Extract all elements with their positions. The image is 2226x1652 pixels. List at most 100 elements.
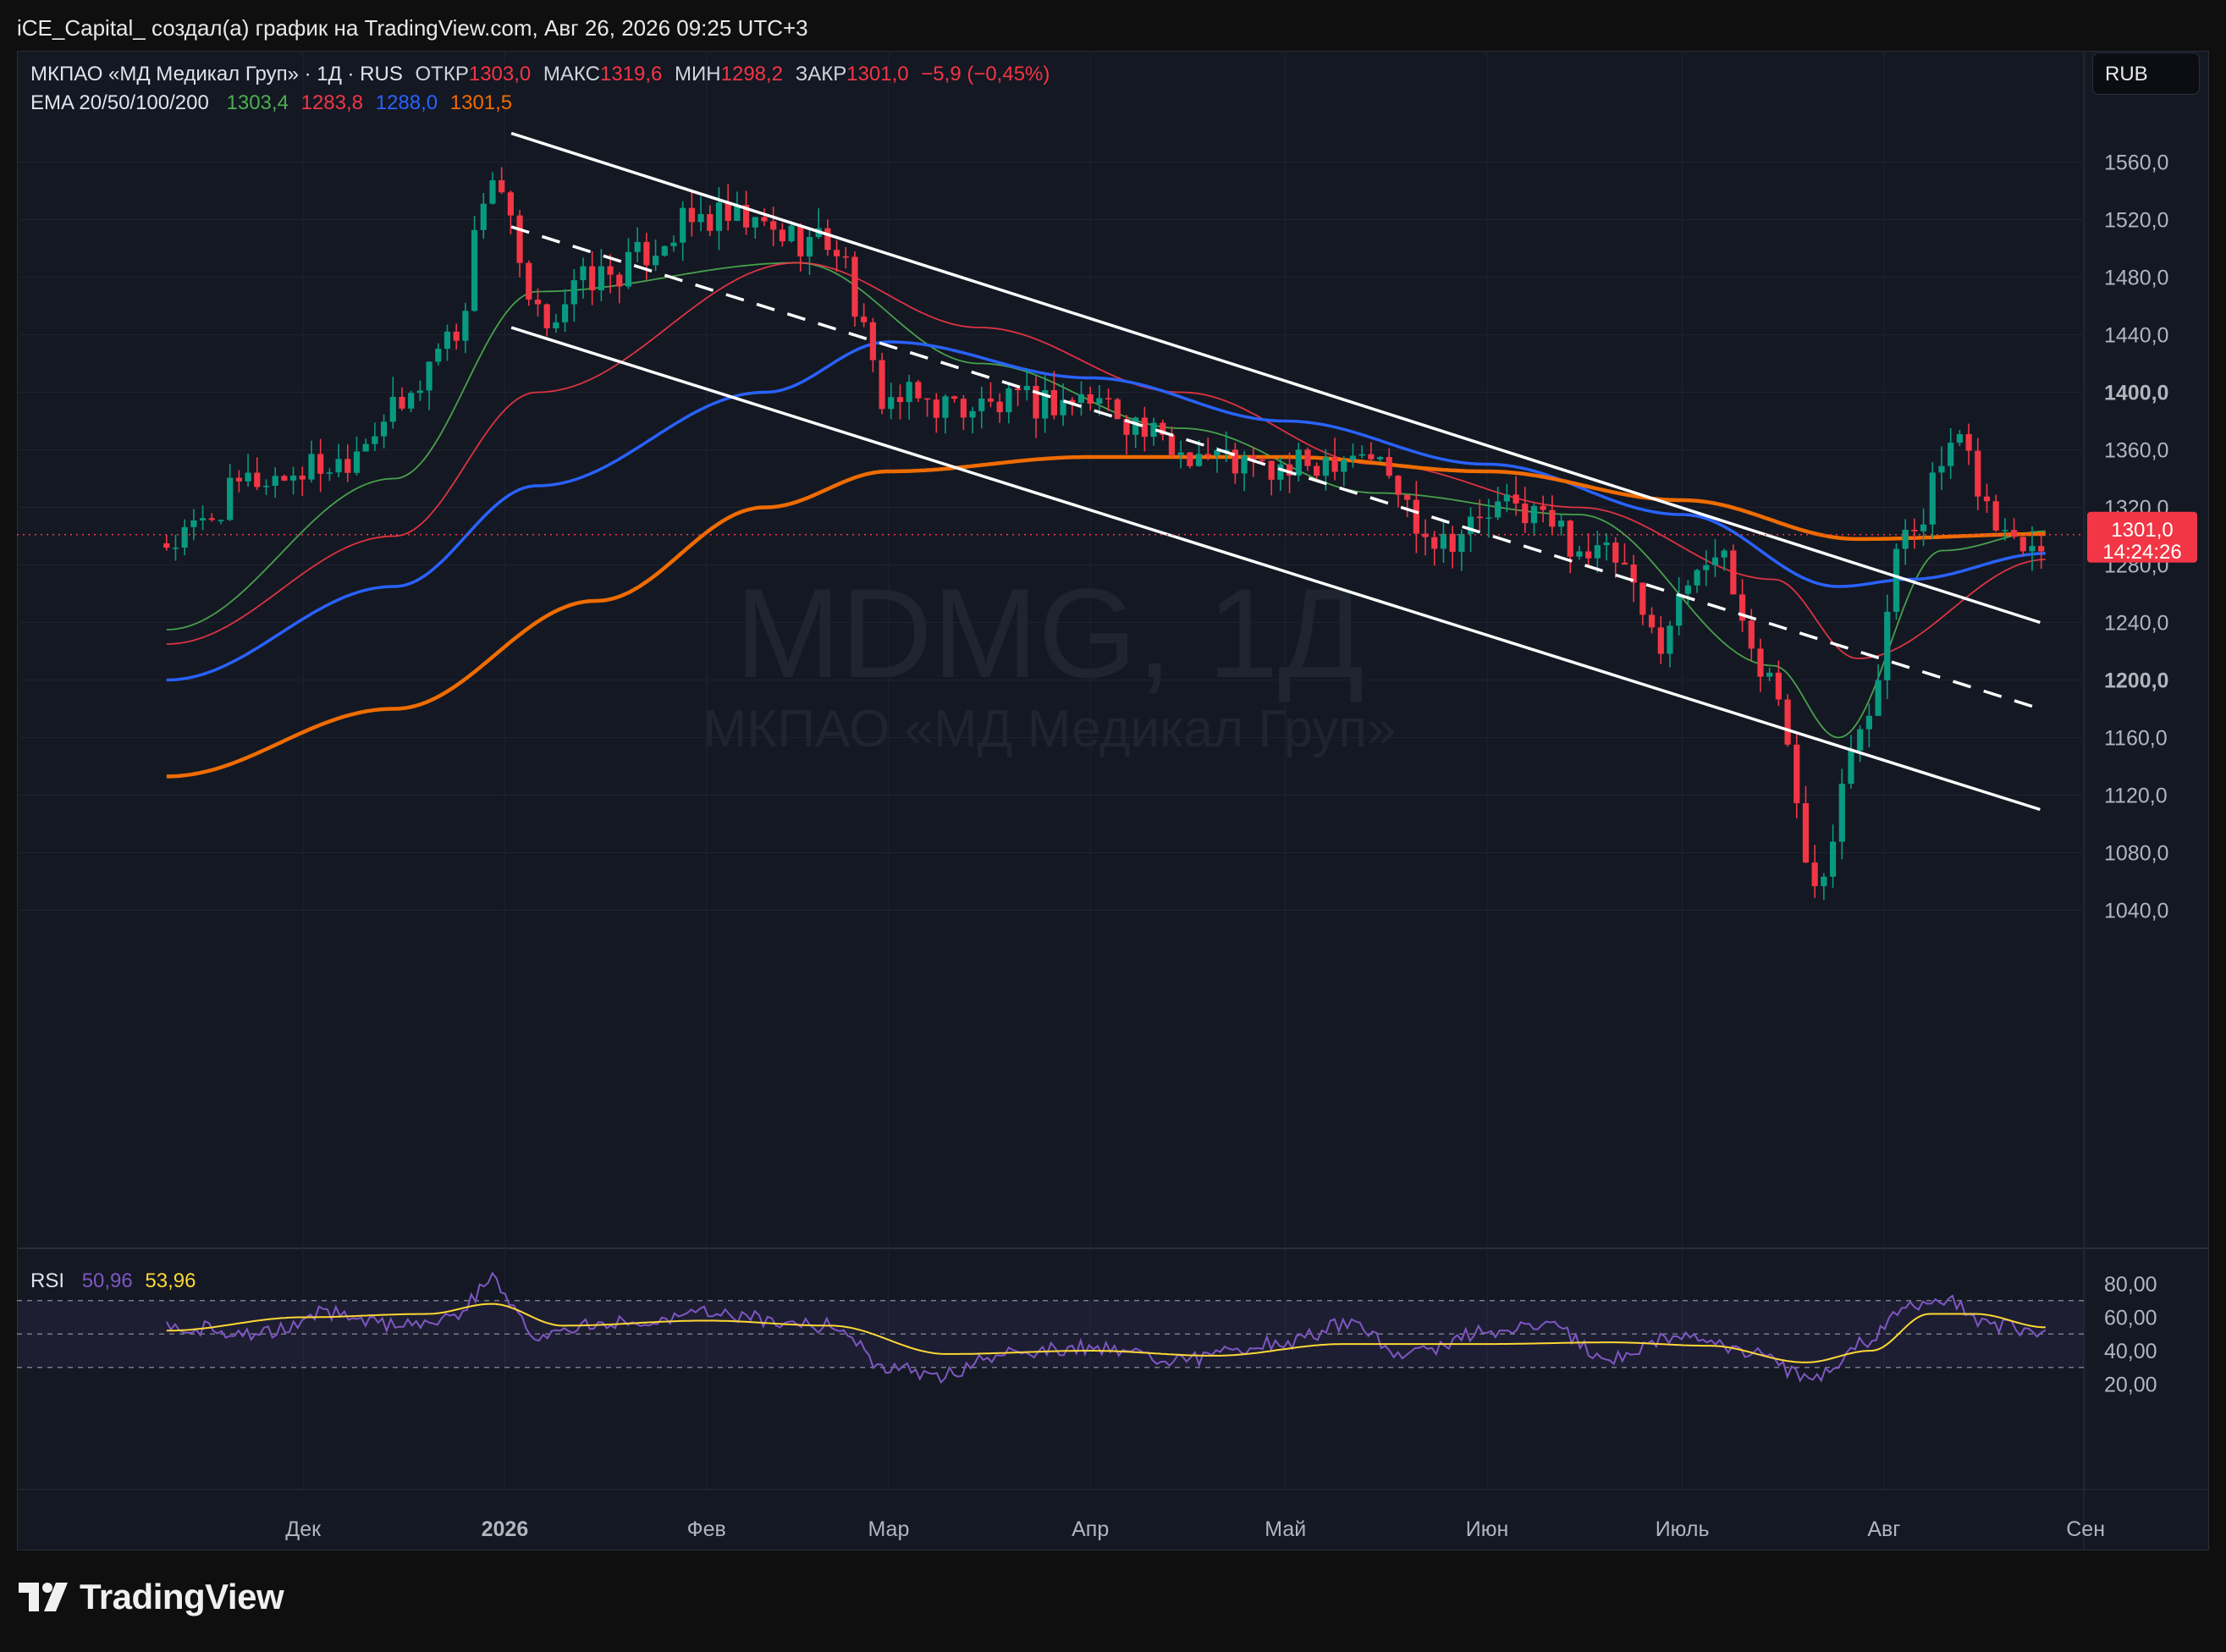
candle-body [697,213,704,223]
candle-body [1793,744,1800,804]
ema-line-20 [166,262,2046,739]
candle-body [1449,533,1456,553]
time-tick-label: Апр [1072,1517,1109,1541]
candle-body [1557,520,1565,527]
channel-upper-line [510,131,2041,625]
close-label: ЗАКР [795,63,847,85]
candle-body [1902,529,1909,549]
candle-body [561,304,569,322]
candle-body [499,180,505,193]
rsi-band [17,1300,2084,1368]
price-tick-label: 1080,0 [2104,842,2168,866]
candle-body [869,322,876,361]
candle-body [416,390,423,394]
candle-body [1738,594,1746,621]
candle-body [453,331,460,341]
candle-body [1241,455,1248,474]
candle-body [1965,433,1972,451]
high-value: 1319,6 [599,63,663,85]
candle-body [1730,550,1737,595]
candle-body [1440,533,1447,549]
candle-body [680,207,686,243]
candle-body [1023,385,1030,391]
candle-body [634,241,641,252]
candle-body [1042,389,1049,419]
candle-body [734,205,741,222]
rsi-label: RSI [30,1269,65,1292]
candle-body [1540,505,1546,510]
time-tick-label: Июн [1466,1517,1509,1541]
currency-button[interactable]: RUB [2092,52,2200,95]
close-value: 1301,0 [846,63,909,85]
candle-body [1603,542,1610,546]
high-label: МАКС [543,63,600,85]
candle-body [1884,611,1891,680]
candle-body [580,266,587,281]
candle-body [1422,533,1429,537]
candle-body [507,192,514,216]
candle-body [652,256,659,266]
candle-body [1349,455,1357,460]
candle-body [779,229,785,242]
candle-body [543,304,550,328]
candle-body [923,398,931,400]
candle-body [1231,449,1238,474]
candle-body [1667,625,1673,654]
ema-line-200 [166,454,2046,779]
candle-body [643,241,650,266]
candle-body [2029,546,2036,552]
candle-body [1929,472,1936,525]
candle-body [833,250,840,256]
tradingview-logo[interactable]: TradingView [19,1576,284,1618]
candle-body [317,454,324,474]
time-tick-label: Фев [687,1517,726,1541]
candle-body [1404,494,1411,500]
candle-body [235,477,242,482]
candle-body [1757,648,1764,677]
candle-body [526,262,532,300]
candle-body [1177,452,1184,455]
candle-body [806,236,813,257]
candle-body [308,454,315,480]
candle-body [842,256,849,258]
chart-caption: iCE_Capital_ создал(а) график на Trading… [17,15,808,41]
candle-body [1567,520,1573,557]
candle-body [335,459,342,473]
candle-body [1775,672,1782,700]
low-label: МИН [675,63,721,85]
rsi-tick-label: 20,00 [2104,1374,2157,1397]
candle-body [1014,388,1022,391]
candle-body [1006,388,1012,413]
candle-body [326,472,333,474]
candle-body [1630,564,1637,583]
candle-body [978,398,985,411]
price-tick-label: 1360,0 [2104,439,2168,463]
candle-body [399,396,405,409]
price-tick-label: 1440,0 [2104,324,2168,348]
candle-body [942,396,949,418]
candle-body [281,476,288,481]
candle-body [1141,417,1148,438]
candle-body [797,225,804,257]
candle-body [969,410,976,418]
candle-body [688,207,695,223]
ema50-value: 1283,8 [300,91,363,114]
candle-body [489,180,496,204]
last-price-value: 1301,0 [2111,519,2173,542]
candle-body [1277,464,1284,480]
candle-body [1721,550,1727,558]
last-price-label-bg [2087,511,2197,563]
candle-body [163,543,170,548]
candle-body [1829,841,1837,877]
time-tick-label: Сен [2066,1517,2105,1541]
candle-body [661,245,668,256]
candle-body [1920,524,1927,531]
candle-body [227,477,234,520]
candle-body [1214,449,1220,456]
candle-body [1458,533,1465,553]
candle-body [1123,419,1130,435]
candle-body [742,205,750,228]
candle-body [770,221,777,230]
candle-body [516,215,523,263]
